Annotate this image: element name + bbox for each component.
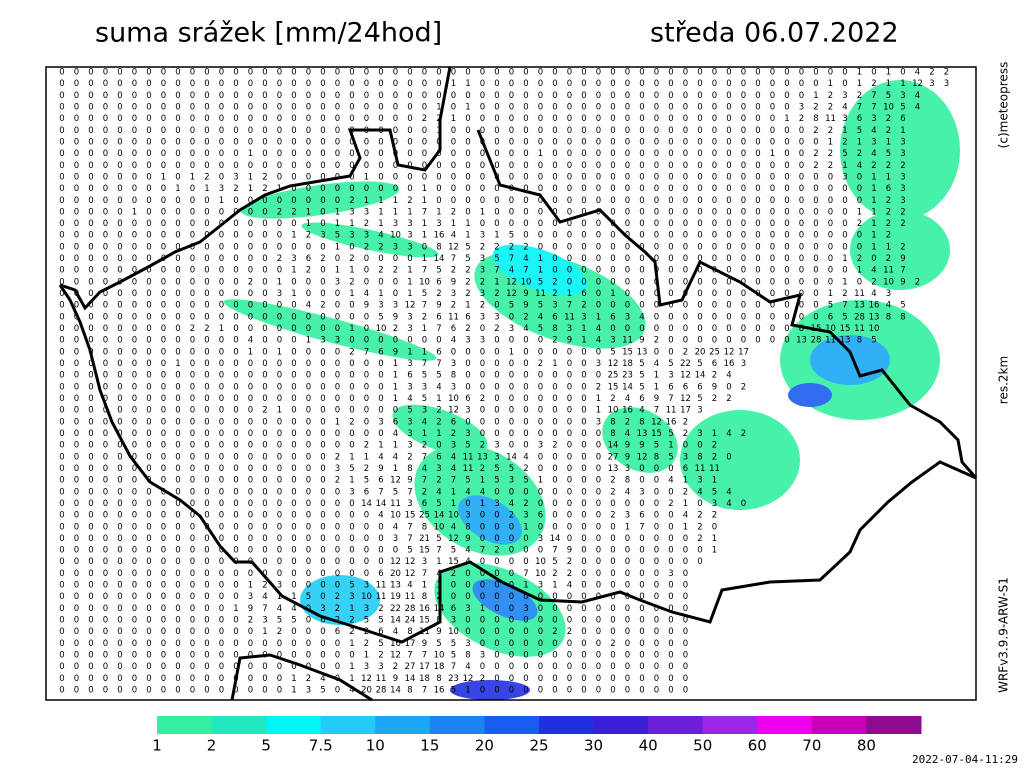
grid-row: 0 0 0 0 0 0 0 0 0 0 0 0 0 0 0 0 0 0 0 0 … (59, 534, 717, 544)
grid-row: 0 0 0 0 0 0 0 0 0 0 0 0 0 0 0 0 0 0 0 0 … (59, 639, 688, 649)
legend-swatch (211, 716, 267, 734)
grid-row: 0 0 0 0 0 0 0 0 0 0 0 0 0 0 0 0 0 0 0 0 … (59, 511, 717, 521)
grid-row: 0 0 0 0 0 0 0 0 0 0 0 0 0 0 0 0 1 2 3 5 … (59, 231, 891, 241)
grid-row: 0 0 0 0 0 0 0 0 0 0 0 0 0 0 0 0 1 2 0 1 … (59, 266, 905, 276)
legend-label: 20 (475, 737, 494, 755)
grid-row: 0 0 0 0 0 0 0 0 0 0 0 0 0 2 3 5 5 0 6 2 … (59, 616, 688, 626)
title: suma srážek [mm/24hod] (95, 18, 442, 49)
grid-row: 0 0 0 0 0 0 0 0 0 0 0 0 0 0 0 0 0 0 0 0 … (59, 651, 688, 661)
legend-label: 70 (802, 737, 821, 755)
grid-row: 0 0 0 0 0 0 0 0 0 0 0 0 0 0 0 0 0 0 0 0 … (59, 312, 905, 322)
grid-row: 0 0 0 0 0 0 0 0 1 0 1 3 2 1 2 1 0 0 0 0 … (59, 184, 905, 194)
legend-label: 40 (639, 737, 658, 755)
grid-row: 0 0 0 0 0 0 0 0 0 0 0 0 0 0 0 0 0 0 0 1 … (59, 242, 905, 252)
grid-row: 0 0 0 0 0 0 0 0 0 0 0 0 0 0 0 0 0 0 0 0 … (59, 546, 717, 556)
credit: (c)meteopress (997, 62, 1011, 149)
grid-row: 0 0 0 0 0 0 0 0 0 0 0 0 0 0 0 0 0 1 0 1 … (59, 219, 905, 229)
grid-row: 0 0 0 0 0 0 0 0 0 0 0 0 0 0 0 2 3 6 2 0 … (59, 254, 905, 264)
grid-row: 0 0 0 0 0 0 0 0 0 0 0 0 0 0 0 0 1 3 5 0 … (59, 686, 688, 696)
grid-row: 0 0 0 0 0 0 0 0 0 0 0 0 0 0 0 0 0 0 0 0 … (59, 569, 688, 579)
grid-row: 0 0 0 0 0 0 0 0 0 0 0 0 0 0 0 0 0 0 0 0 … (59, 394, 731, 404)
grid-row: 0 0 0 0 0 0 0 0 1 0 0 0 0 0 0 0 0 0 0 0 … (59, 359, 746, 369)
grid-row: 0 0 0 0 0 0 0 0 0 0 0 0 0 0 0 0 0 0 0 0 … (59, 114, 905, 124)
grid-row: 0 0 0 0 0 0 0 0 0 2 2 1 0 0 0 0 0 0 0 0 … (59, 324, 879, 334)
legend-swatch (429, 716, 485, 734)
legend-swatch (375, 716, 431, 734)
map-frame (45, 66, 977, 701)
grid-row: 0 0 0 0 0 0 0 0 0 0 0 0 0 0 0 0 0 0 0 0 … (59, 557, 702, 567)
grid-row: 0 0 0 0 0 0 0 0 0 0 0 0 0 0 0 0 0 0 0 1 … (59, 417, 688, 427)
grid-row: 0 0 0 0 0 0 0 0 0 0 0 0 0 0 0 0 0 0 0 0 … (59, 79, 949, 89)
legend-label: 15 (420, 737, 439, 755)
legend-label: 50 (693, 737, 712, 755)
borders (58, 66, 978, 702)
legend-swatch (866, 716, 922, 734)
grid-row: 0 0 0 0 0 0 0 0 0 0 0 0 0 4 0 0 0 1 3 3 … (59, 336, 876, 346)
legend-label: 60 (748, 737, 767, 755)
precip-shading (223, 80, 960, 700)
legend-label: 7.5 (309, 737, 333, 755)
grid-row: 0 0 0 0 0 0 0 0 0 0 0 0 0 0 0 0 0 4 2 0 … (59, 301, 905, 311)
legend-swatch (266, 716, 322, 734)
grid-row: 0 0 0 0 0 0 0 0 0 0 0 1 0 0 0 0 0 0 0 0 … (59, 196, 905, 206)
grid-row: 0 0 0 0 0 0 0 0 0 0 0 0 0 0 2 1 0 0 0 0 … (59, 406, 702, 416)
grid-row: 0 0 0 0 0 0 0 0 0 0 0 0 0 0 0 0 0 0 0 0 … (59, 91, 920, 101)
grid-row: 0 0 0 0 0 0 0 0 0 0 0 0 0 0 0 0 0 0 0 0 … (59, 102, 920, 112)
legend: 1 2 5 7.5 10 15 20 25 30 40 50 60 70 80 (152, 716, 922, 755)
model: WRFv3.9.9-ARW-S1 (997, 577, 1011, 693)
legend-label: 1 (152, 737, 162, 755)
legend-label: 2 (207, 737, 217, 755)
grid-row: 0 0 0 0 0 0 0 0 0 0 0 0 0 0 0 3 1 0 0 0 … (59, 289, 891, 299)
grid-row: 0 0 0 0 0 0 0 0 0 0 0 0 0 0 0 0 0 0 0 0 … (59, 499, 746, 509)
legend-swatch (320, 716, 376, 734)
timestamp: 2022-07-04-11:29 (912, 753, 1018, 766)
grid-row: 0 0 0 0 0 0 0 0 0 0 0 0 0 0 0 0 0 0 0 2 … (59, 452, 731, 462)
date: středa 06.07.2022 (650, 18, 899, 49)
legend-swatch (539, 716, 595, 734)
grid-row: 0 0 0 0 0 0 0 0 0 0 0 0 0 0 0 0 0 0 0 0 … (59, 382, 746, 392)
resolution: res.2km (997, 356, 1011, 404)
legend-swatch (593, 716, 649, 734)
legend-label: 30 (584, 737, 603, 755)
grid-row: 0 0 0 0 0 0 0 1 0 1 2 0 3 1 2 0 0 0 0 0 … (59, 172, 905, 182)
grid-row: 0 0 0 0 0 0 0 0 0 0 0 0 0 0 0 0 0 0 0 0 … (59, 126, 905, 136)
grid-row: 0 0 0 0 0 0 0 0 0 0 0 0 0 0 0 0 0 0 0 0 … (59, 371, 731, 381)
grid-row: 0 0 0 0 0 0 0 0 0 0 0 0 0 0 0 0 1 2 4 0 … (59, 674, 688, 684)
grid-row: 0 0 0 0 0 0 0 0 0 0 0 0 0 0 0 0 0 0 0 0 … (59, 161, 905, 171)
legend-swatch (702, 716, 758, 734)
grid-row: 0 0 0 0 0 0 0 0 0 0 0 0 0 0 0 0 0 0 0 0 … (59, 68, 949, 78)
legend-label: 10 (366, 737, 385, 755)
legend-label: 80 (857, 737, 876, 755)
legend-swatch (757, 716, 813, 734)
legend-label: 5 (261, 737, 271, 755)
grid-row: 0 0 0 0 0 0 0 0 0 0 0 0 0 0 0 0 0 0 0 0 … (59, 662, 688, 672)
legend-swatch (648, 716, 704, 734)
legend-swatch (811, 716, 867, 734)
grid-row: 0 0 0 0 0 0 0 0 0 0 0 0 0 0 0 0 0 0 0 0 … (59, 487, 731, 497)
legend-swatch (484, 716, 540, 734)
grid-row: 0 0 0 0 0 0 0 0 0 0 0 0 0 0 0 0 0 0 0 3 … (59, 464, 720, 474)
grid-row: 0 0 0 0 0 0 0 0 0 0 0 0 0 0 0 0 0 0 0 2 … (59, 476, 717, 486)
legend-swatch (157, 716, 213, 734)
legend-label: 25 (529, 737, 548, 755)
grid-row: 0 0 0 0 0 1 0 0 0 0 0 0 0 0 0 2 2 1 0 1 … (59, 207, 905, 217)
grid-row: 0 0 0 0 0 0 0 0 0 0 0 0 0 1 0 0 0 0 0 0 … (59, 149, 905, 159)
grid-row: 0 0 0 0 0 0 0 0 0 0 0 0 0 0 0 0 0 0 0 0 … (59, 522, 717, 532)
